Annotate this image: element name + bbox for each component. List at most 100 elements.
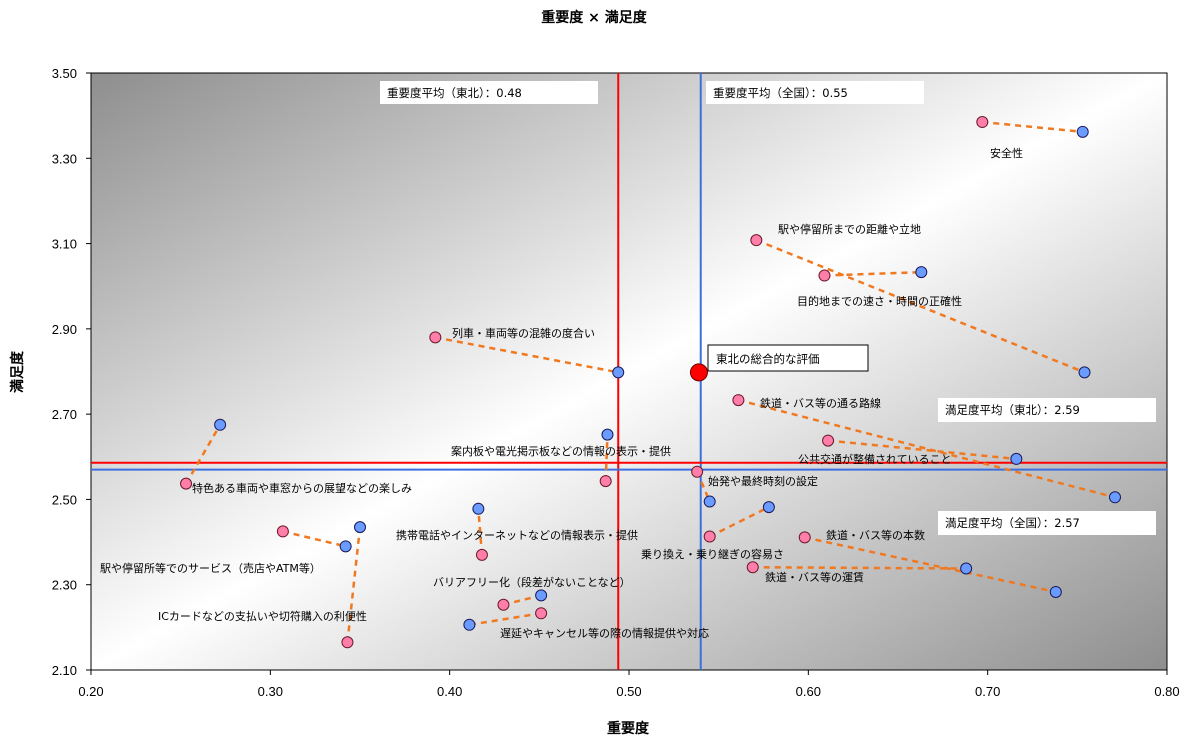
- tohoku-marker: [475, 548, 488, 561]
- y-tick-label: 3.10: [52, 237, 77, 252]
- tohoku-marker: [497, 598, 510, 611]
- point-label: 携帯電話やインターネットなどの情報表示・提供: [396, 528, 638, 542]
- point-label: 始発や最終時刻の設定: [708, 474, 818, 488]
- point-label: ICカードなどの支払いや切符購入の利便性: [158, 609, 367, 623]
- national-marker: [472, 502, 485, 515]
- tohoku-marker: [429, 331, 442, 344]
- national-marker: [1108, 491, 1121, 504]
- axes: 0.20 0.30 0.40 0.50 0.60 0.70 0.80 2.10 2.30 2.50…: [52, 66, 1180, 699]
- reference-label: 重要度平均（全国）：0.55: [713, 86, 848, 100]
- national-marker: [612, 366, 625, 379]
- x-tick-label: 0.60: [796, 684, 821, 699]
- connector-line: [477, 508, 484, 555]
- national-marker: [1078, 366, 1091, 379]
- tohoku-marker: [180, 477, 193, 490]
- x-axis-title: 重要度: [607, 720, 650, 736]
- y-tick-label: 2.50: [52, 492, 77, 507]
- y-tick-label: 2.90: [52, 322, 77, 337]
- data-markers: [180, 116, 1121, 649]
- reference-label: 重要度平均（東北）：0.48: [387, 86, 522, 100]
- reference-label: 満足度平均（東北）：2.59: [945, 403, 1080, 417]
- tohoku-marker: [750, 234, 763, 247]
- overall-marker: [689, 363, 708, 382]
- tohoku-marker: [535, 607, 548, 620]
- point-label: 列車・車両等の混雑の度合い: [452, 326, 595, 340]
- point-labels: 安全性駅や停留所までの距離や立地目的地までの速さ・時間の正確性列車・車両等の混雑…: [100, 146, 1023, 640]
- point-label: 安全性: [990, 146, 1023, 160]
- reference-label-box: [706, 81, 924, 104]
- tohoku-marker: [822, 434, 835, 447]
- national-marker: [1076, 125, 1089, 138]
- point-label: 駅や停留所までの距離や立地: [778, 222, 921, 236]
- reference-labels: 東北の総合的な評価 重要度平均（東北）：0.48 重要度平均（全国）：0.55 満足度…: [380, 81, 1156, 535]
- connector-line: [752, 565, 967, 570]
- point-label: バリアフリー化（段差がないことなど）: [433, 575, 631, 589]
- reference-label-box: [938, 398, 1156, 422]
- connector-line: [804, 536, 1057, 594]
- plot-area: [90, 72, 1168, 671]
- tohoku-marker: [276, 525, 289, 538]
- connector-line: [827, 439, 1017, 461]
- point-label: 鉄道・バス等の通る路線: [760, 396, 881, 410]
- connector-line: [604, 434, 609, 482]
- national-marker: [915, 266, 928, 279]
- y-tick-label: 2.70: [52, 407, 77, 422]
- national-marker: [703, 495, 716, 508]
- national-marker: [1010, 452, 1023, 465]
- point-label: 特色ある車両や車窓からの展望などの楽しみ: [192, 481, 412, 495]
- national-marker: [214, 418, 227, 431]
- connector-line: [346, 527, 362, 643]
- connector-line: [824, 270, 922, 277]
- tohoku-marker: [703, 530, 716, 543]
- national-marker: [762, 501, 775, 514]
- reference-label: 満足度平均（全国）：2.57: [945, 516, 1080, 530]
- point-label: 駅や停留所等でのサービス（売店やATM等）: [100, 561, 321, 575]
- x-tick-label: 0.30: [258, 684, 283, 699]
- tohoku-marker: [798, 531, 811, 544]
- national-marker: [601, 428, 614, 441]
- national-marker: [960, 562, 973, 575]
- overall-label-box: [707, 344, 869, 372]
- connector-line: [982, 120, 1083, 134]
- chart-title: 重要度 × 満足度: [541, 9, 647, 26]
- y-tick-label: 3.30: [52, 151, 77, 166]
- y-tick-label: 2.10: [52, 663, 77, 678]
- y-axis-title: 満足度: [9, 350, 26, 393]
- national-marker: [535, 589, 548, 602]
- point-label: 遅延やキャンセル等の際の情報提供や対応: [500, 626, 709, 640]
- connector-line: [184, 424, 222, 485]
- tohoku-marker: [746, 561, 759, 574]
- x-tick-label: 0.70: [975, 684, 1000, 699]
- reference-label-box: [938, 511, 1156, 535]
- y-tick-label: 3.50: [52, 66, 77, 81]
- reference-label-box: [380, 81, 598, 104]
- point-label: 公共交通が整備されていること: [798, 452, 952, 466]
- tohoku-marker: [818, 269, 831, 282]
- point-label: 鉄道・バス等の本数: [826, 528, 925, 542]
- national-marker: [463, 618, 476, 631]
- connector-line: [709, 505, 770, 538]
- point-label: 案内板や電光掲示板などの情報の表示・提供: [451, 444, 671, 458]
- overall-label: 東北の総合的な評価: [716, 352, 820, 366]
- point-label: 鉄道・バス等の運賃: [765, 570, 864, 584]
- tohoku-marker: [341, 636, 354, 649]
- x-tick-label: 0.20: [78, 684, 103, 699]
- point-label: 目的地までの速さ・時間の正確性: [797, 294, 962, 308]
- national-marker: [1049, 585, 1062, 598]
- point-label: 乗り換え・乗り継ぎの容易さ: [641, 547, 784, 561]
- national-marker: [354, 521, 366, 534]
- tohoku-marker: [732, 394, 745, 407]
- x-tick-label: 0.40: [437, 684, 462, 699]
- x-tick-label: 0.80: [1154, 684, 1179, 699]
- national-marker: [339, 540, 352, 553]
- connector-line: [738, 398, 1116, 499]
- connector-line: [435, 336, 619, 374]
- x-tick-label: 0.50: [616, 684, 641, 699]
- connector-line: [755, 239, 1085, 374]
- connector-line: [469, 612, 542, 627]
- tohoku-marker: [691, 465, 704, 478]
- tohoku-marker: [976, 116, 989, 129]
- y-tick-label: 2.30: [52, 578, 77, 593]
- tohoku-marker: [599, 475, 612, 488]
